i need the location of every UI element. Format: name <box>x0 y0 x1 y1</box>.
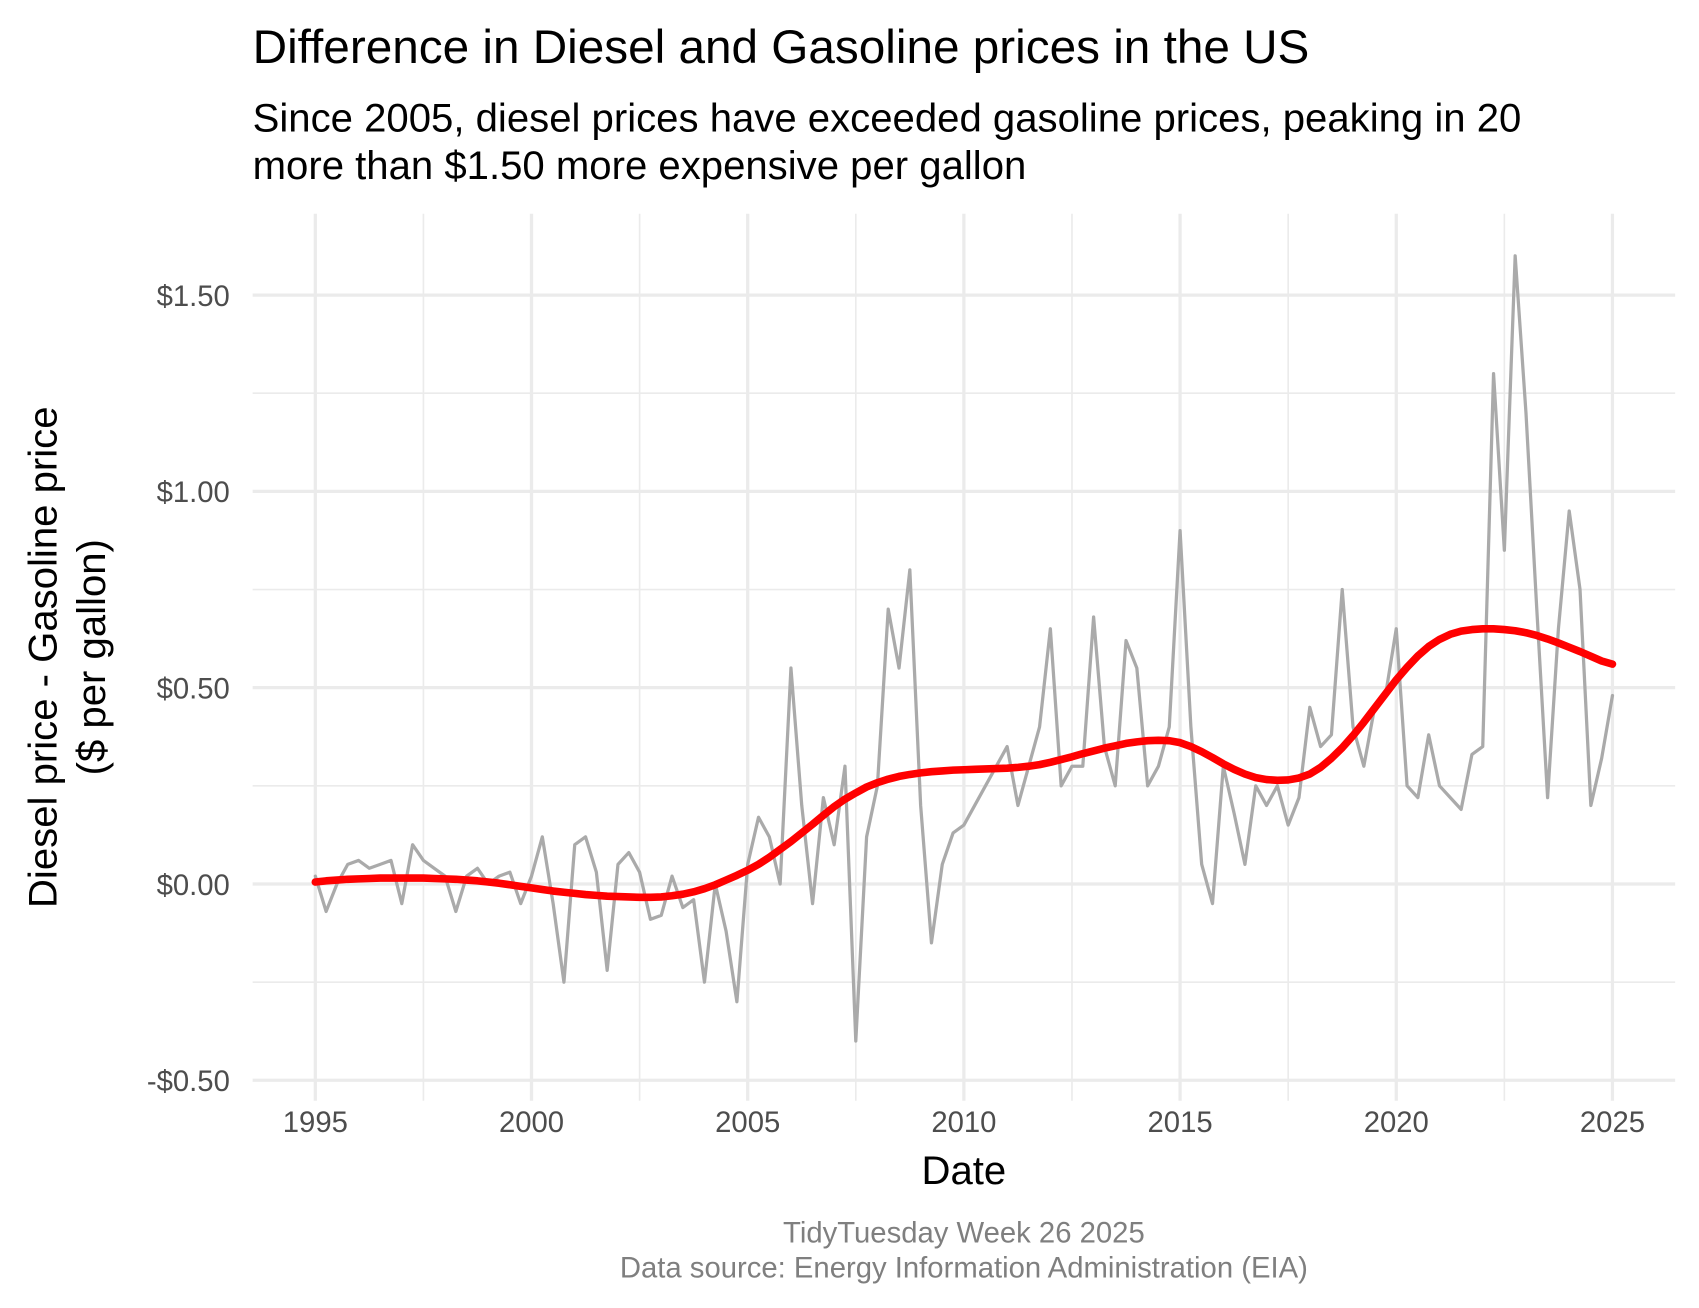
y-tick-label: -$0.50 <box>147 1066 230 1098</box>
x-tick-label: 2010 <box>931 1107 996 1139</box>
y-tick-label: $0.50 <box>157 674 230 706</box>
grid <box>252 213 1676 1101</box>
x-axis-title: Date <box>922 1149 1007 1193</box>
y-tick-label: $1.50 <box>157 281 230 313</box>
x-tick-label: 2020 <box>1364 1107 1429 1139</box>
chart-title: Difference in Diesel and Gasoline prices… <box>253 21 1310 74</box>
x-tick-label: 2015 <box>1148 1107 1213 1139</box>
x-tick-label: 2005 <box>715 1107 780 1139</box>
y-tick-label: $0.00 <box>157 870 230 902</box>
x-tick-label: 2000 <box>499 1107 564 1139</box>
caption: TidyTuesday Week 26 2025 <box>783 1218 1145 1250</box>
x-tick-label: 2025 <box>1580 1107 1645 1139</box>
chart-subtitle: more than $1.50 more expensive per gallo… <box>253 144 1027 188</box>
chart-subtitle: Since 2005, diesel prices have exceeded … <box>253 96 1522 140</box>
series-line <box>311 624 1617 902</box>
plot-area <box>311 254 1617 1043</box>
y-tick-label: $1.00 <box>157 477 230 509</box>
series-line <box>313 254 1615 1043</box>
x-tick-label: 1995 <box>283 1107 348 1139</box>
y-axis-title: ($ per gallon) <box>70 539 114 775</box>
y-axis-title: Diesel price - Gasoline price <box>21 406 65 908</box>
caption: Data source: Energy Information Administ… <box>620 1252 1308 1284</box>
